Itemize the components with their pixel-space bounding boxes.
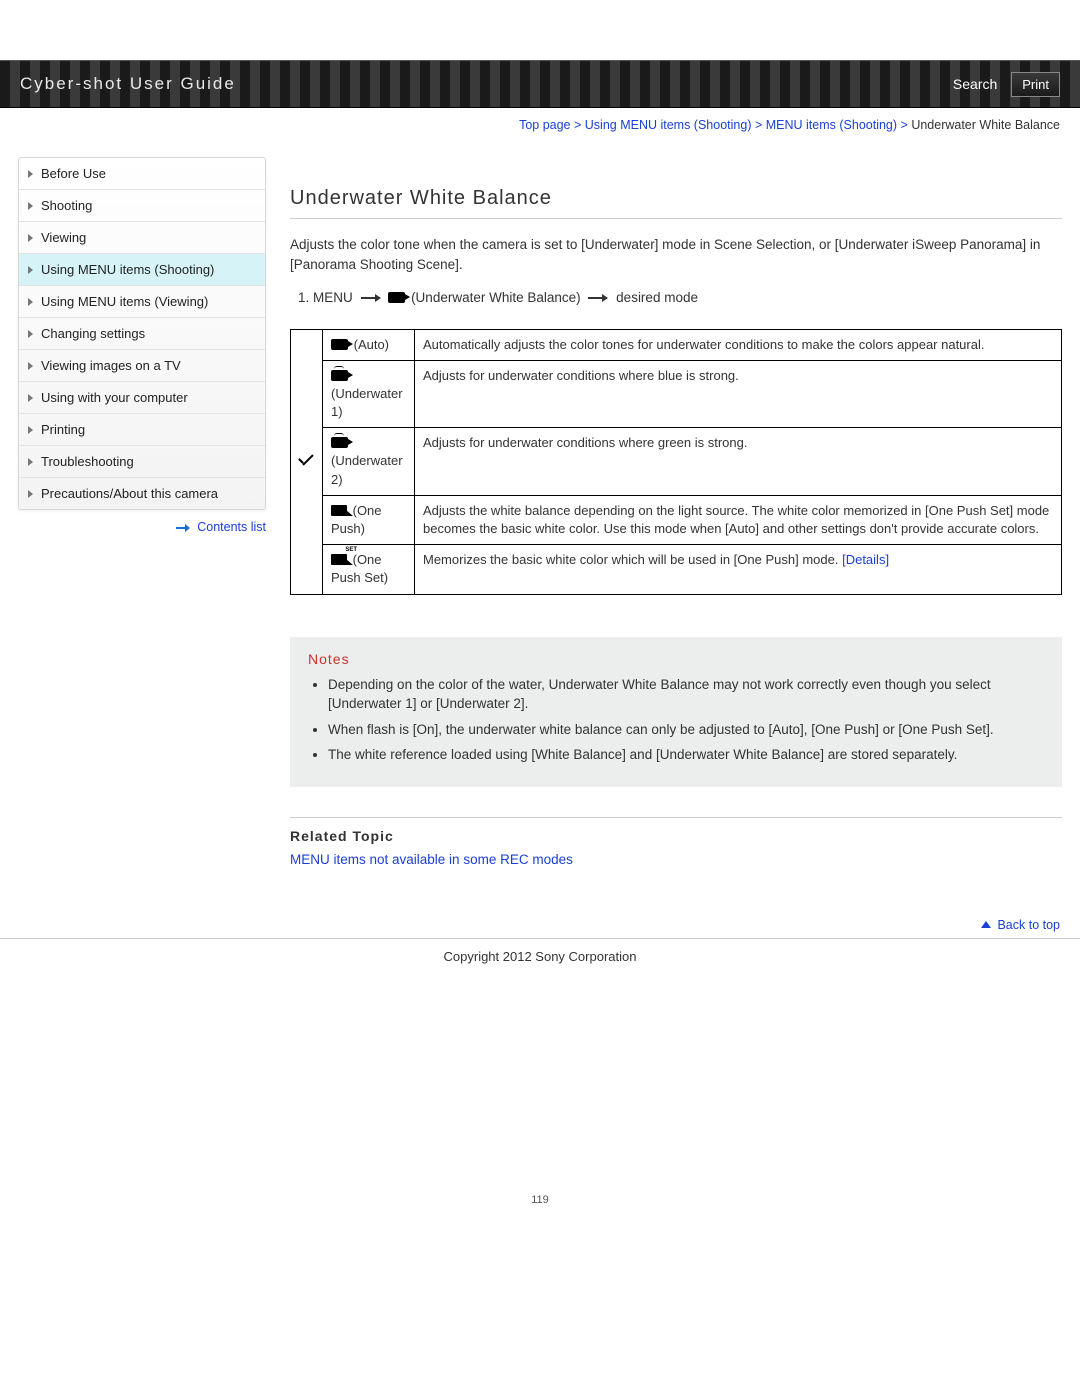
copyright: Copyright 2012 Sony Corporation [0,939,1080,994]
header-bar: Cyber-shot User Guide Search Print [0,60,1080,108]
mode-icon-cell: (Underwater 2) [323,428,415,496]
notes-title: Notes [308,651,1044,667]
mode-desc-cell: Adjusts for underwater conditions where … [415,428,1062,496]
table-row: (Underwater 1)Adjusts for underwater con… [291,360,1062,428]
step-instruction: 1. MENU (Underwater White Balance) desir… [298,290,1062,305]
breadcrumb-current: Underwater White Balance [911,118,1060,132]
table-row: (One Push)Adjusts the white balance depe… [291,495,1062,544]
contents-list-link[interactable]: Contents list [197,520,266,534]
onepush-set-icon [331,554,347,565]
sidebar-item[interactable]: Changing settings [19,318,265,350]
table-row: (Underwater 2)Adjusts for underwater con… [291,428,1062,496]
related-topic: Related Topic MENU items not available i… [290,817,1062,867]
main-content: Underwater White Balance Adjusts the col… [290,157,1062,867]
sidebar-item[interactable]: Viewing [19,222,265,254]
page-number: 119 [0,1194,1080,1226]
mode-icon-cell: (One Push) [323,495,415,544]
sidebar-item[interactable]: Using with your computer [19,382,265,414]
search-link[interactable]: Search [953,76,997,92]
arrow-right-icon [176,524,190,532]
sidebar-item[interactable]: Shooting [19,190,265,222]
breadcrumb-item[interactable]: MENU items (Shooting) [766,118,897,132]
sidebar-item[interactable]: Printing [19,414,265,446]
mode-desc-cell: Automatically adjusts the color tones fo… [415,329,1062,360]
camera-icon [388,292,405,303]
back-to-top-link[interactable]: Back to top [997,918,1060,932]
mode-desc-cell: Memorizes the basic white color which wi… [415,545,1062,594]
mode-icon-cell: (Underwater 1) [323,360,415,428]
camera-wb-icon [331,370,348,381]
check-icon [298,454,316,468]
onepush-icon [331,505,347,516]
mode-icon-cell: (Auto) [323,329,415,360]
breadcrumb-item[interactable]: Top page [519,118,570,132]
sidebar-item[interactable]: Before Use [19,158,265,190]
notes-box: Notes Depending on the color of the wate… [290,637,1062,787]
sidebar-item[interactable]: Precautions/About this camera [19,478,265,509]
arrow-icon [588,294,608,302]
sidebar-item[interactable]: Viewing images on a TV [19,350,265,382]
camera-wb-icon [331,437,348,448]
up-triangle-icon [981,921,991,928]
sidebar-item[interactable]: Using MENU items (Shooting) [19,254,265,286]
related-title: Related Topic [290,828,1062,844]
sidebar-nav: Before UseShootingViewingUsing MENU item… [18,157,266,510]
breadcrumb-item[interactable]: Using MENU items (Shooting) [585,118,752,132]
modes-table: (Auto)Automatically adjusts the color to… [290,329,1062,595]
page-title: Underwater White Balance [290,187,1062,219]
print-button[interactable]: Print [1011,72,1060,97]
camera-icon [331,339,348,350]
note-item: Depending on the color of the water, Und… [328,675,1044,714]
mode-desc-cell: Adjusts the white balance depending on t… [415,495,1062,544]
details-link[interactable]: [Details] [842,552,889,567]
breadcrumb: Top page > Using MENU items (Shooting) >… [0,108,1080,132]
intro-text: Adjusts the color tone when the camera i… [290,235,1062,276]
mode-icon-cell: (One Push Set) [323,545,415,594]
header-title: Cyber-shot User Guide [20,74,236,94]
table-row: (Auto)Automatically adjusts the color to… [291,329,1062,360]
back-to-top: Back to top [0,917,1080,939]
sidebar-item[interactable]: Using MENU items (Viewing) [19,286,265,318]
note-item: The white reference loaded using [White … [328,745,1044,765]
table-row: (One Push Set)Memorizes the basic white … [291,545,1062,594]
check-cell [291,329,323,594]
mode-desc-cell: Adjusts for underwater conditions where … [415,360,1062,428]
sidebar-item[interactable]: Troubleshooting [19,446,265,478]
related-link[interactable]: MENU items not available in some REC mod… [290,852,573,867]
arrow-icon [361,294,381,302]
note-item: When flash is [On], the underwater white… [328,720,1044,740]
